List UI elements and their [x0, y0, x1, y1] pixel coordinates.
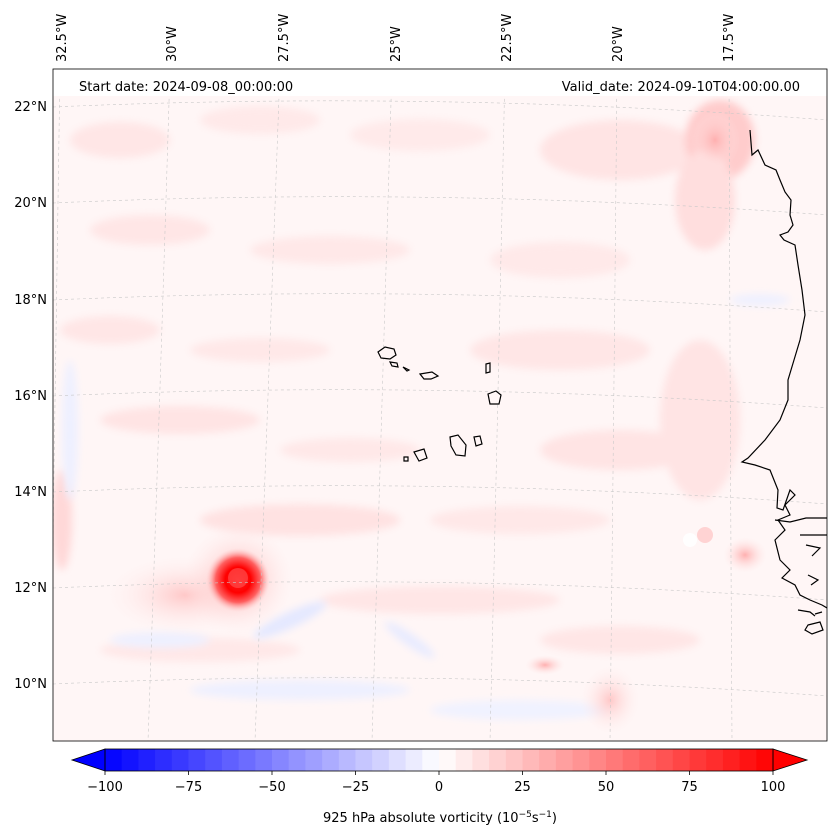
- colorbar-tick-label: −100: [87, 780, 123, 795]
- map-plot-area: [53, 69, 827, 741]
- lat-label-18n: 18°N: [14, 293, 47, 308]
- colorbar-segment: [338, 749, 356, 771]
- colorbar-segment: [388, 749, 407, 771]
- lon-label-20w: 20°W: [611, 26, 626, 62]
- colorbar-segment: [689, 749, 707, 771]
- colorbar-segment: [706, 749, 724, 771]
- colorbar-segment: [188, 749, 206, 771]
- west-africa-coastline: [740, 129, 827, 635]
- start-date-label: Start date: 2024-09-08_00:00:00: [79, 80, 293, 95]
- colorbar-tick-label: 100: [761, 780, 786, 795]
- map-frame: [52, 68, 828, 742]
- colorbar-segments: [105, 749, 774, 771]
- colorbar-segment: [672, 749, 690, 771]
- lon-label-17.5w: 17.5°W: [722, 14, 737, 62]
- colorbar-segment: [372, 749, 390, 771]
- lon-label-32.5w: 32.5°W: [55, 14, 70, 62]
- lon-label-27.5w: 27.5°W: [277, 14, 292, 62]
- colorbar-segment: [422, 749, 440, 771]
- colorbar-segment: [305, 749, 323, 771]
- colorbar-ticks: −100 −75 −50 −25 0 25 50 75 100: [87, 771, 785, 795]
- colorbar-label: 925 hPa absolute vorticity (10−5s−1): [323, 810, 557, 826]
- colorbar-segment: [505, 749, 523, 771]
- lon-label-22.5w: 22.5°W: [500, 14, 515, 62]
- colorbar-segment: [405, 749, 423, 771]
- colorbar-segment: [171, 749, 189, 771]
- lat-label-14n: 14°N: [14, 485, 47, 500]
- colorbar-tick-label: 25: [514, 780, 531, 795]
- colorbar-segment: [105, 749, 123, 771]
- colorbar-tick-label: −75: [175, 780, 202, 795]
- colorbar-segment: [121, 749, 139, 771]
- colorbar-tick-label: −25: [342, 780, 369, 795]
- negative-vorticity-streaks: [62, 294, 790, 720]
- colorbar-segment: [238, 749, 256, 771]
- colorbar-tick-label: −50: [258, 780, 285, 795]
- colorbar-tick-label: 50: [598, 780, 615, 795]
- colorbar-segment: [439, 749, 457, 771]
- colorbar-tick-label: 75: [681, 780, 698, 795]
- colorbar-segment: [472, 749, 490, 771]
- colorbar-tick-label: 0: [435, 780, 443, 795]
- colorbar-segment: [322, 749, 340, 771]
- colorbar-segment: [539, 749, 557, 771]
- positive-vorticity-features: [105, 110, 767, 735]
- colorbar-segment: [639, 749, 657, 771]
- colorbar-segment: [255, 749, 273, 771]
- colorbar-segment: [756, 749, 774, 771]
- lat-label-22n: 22°N: [14, 100, 47, 115]
- colorbar-segment: [272, 749, 290, 771]
- colorbar: −100 −75 −50 −25 0 25 50 75 100 925 hPa absolute…: [70, 748, 809, 826]
- colorbar-segment: [288, 749, 306, 771]
- colorbar-segment: [555, 749, 574, 771]
- colorbar-segment: [489, 749, 507, 771]
- colorbar-segment: [355, 749, 373, 771]
- colorbar-segment: [589, 749, 607, 771]
- lat-label-12n: 12°N: [14, 581, 47, 596]
- colorbar-segment: [455, 749, 473, 771]
- colorbar-max-extend-arrow: [772, 748, 809, 772]
- colorbar-segment: [739, 749, 757, 771]
- graticule-gridlines: [53, 69, 827, 741]
- valid-date-label: Valid_date: 2024-09-10T04:00:00.00: [562, 80, 800, 95]
- colorbar-segment: [606, 749, 624, 771]
- longitude-labels: 32.5°W 30°W 27.5°W 25°W 22.5°W 20°W 17.5…: [55, 14, 737, 62]
- colorbar-segment: [656, 749, 674, 771]
- lon-label-30w: 30°W: [165, 26, 180, 62]
- cape-verde-islands: [377, 346, 502, 462]
- colorbar-segment: [155, 749, 173, 771]
- colorbar-segment: [572, 749, 590, 771]
- colorbar-segment: [205, 749, 223, 771]
- colorbar-segment: [138, 749, 156, 771]
- latitude-labels: 22°N 20°N 18°N 16°N 14°N 12°N 10°N: [14, 100, 47, 692]
- colorbar-segment: [622, 749, 640, 771]
- colorbar-min-extend-arrow: [70, 748, 106, 772]
- lat-label-20n: 20°N: [14, 196, 47, 211]
- header-band: [53, 69, 827, 96]
- lon-label-25w: 25°W: [389, 26, 404, 62]
- lat-label-10n: 10°N: [14, 677, 47, 692]
- colorbar-segment: [522, 749, 540, 771]
- colorbar-segment: [221, 749, 240, 771]
- lat-label-16n: 16°N: [14, 389, 47, 404]
- colorbar-segment: [722, 749, 741, 771]
